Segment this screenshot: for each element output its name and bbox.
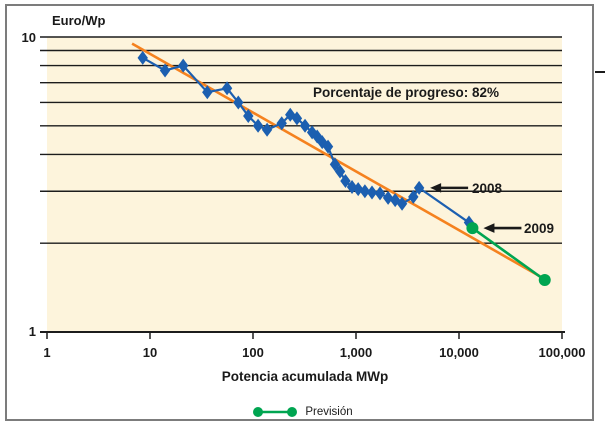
x-tick-label-10000: 10,000 <box>439 345 479 360</box>
legend: Previsión <box>0 406 605 418</box>
x-tick-label-1: 1 <box>43 345 51 360</box>
annotation-2009-label: 2009 <box>524 221 555 236</box>
crop-mark <box>595 71 605 73</box>
legend-forecast-marker-icon <box>253 407 298 417</box>
progress-ratio-note: Porcentaje de progreso: 82% <box>313 85 500 100</box>
x-tick-label-10: 10 <box>142 345 158 360</box>
x-tick-label-100000: 100,000 <box>538 345 586 360</box>
y-axis-unit-label: Euro/Wp <box>52 13 106 28</box>
annotation-2008-label: 2008 <box>472 181 503 196</box>
y-tick-label-1: 1 <box>28 324 36 339</box>
x-axis-title: Potencia acumulada MWp <box>221 369 389 384</box>
x-tick-label-1000: 1,000 <box>339 345 373 360</box>
y-tick-label-10: 10 <box>21 30 36 45</box>
legend-forecast-label: Previsión <box>305 406 353 418</box>
x-tick-label-100: 100 <box>242 345 264 360</box>
